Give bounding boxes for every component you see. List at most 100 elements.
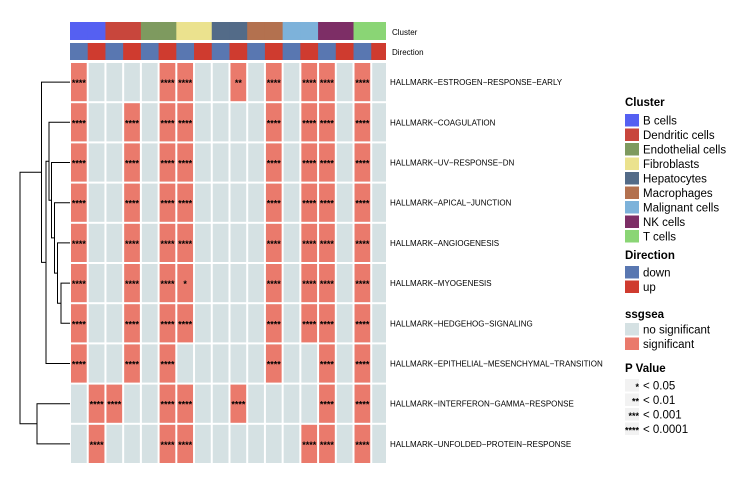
heatmap-cell [159, 344, 176, 383]
heatmap-cell [106, 223, 123, 262]
heatmap-cell [283, 103, 300, 142]
heatmap-cell [283, 304, 300, 343]
significance-star-label: **** [125, 319, 140, 329]
significance-star-label: **** [72, 279, 87, 289]
heatmap-cell [212, 424, 229, 463]
heatmap-cell [319, 264, 335, 303]
legend-cluster-swatch [625, 230, 639, 243]
cluster-annotation-cell [140, 22, 160, 40]
legend-ssgsea-swatch [625, 337, 639, 350]
significance-star-label: **** [231, 400, 246, 410]
legend-pvalue-swatch [625, 379, 639, 392]
heatmap-cell [301, 384, 318, 423]
legend-cluster-label: Hepatocytes [643, 174, 707, 186]
row-label-hallmark-uv-response-dn: HALLMARK−UV−RESPONSE−DN [390, 159, 514, 168]
significance-star-label: **** [267, 78, 282, 88]
heatmap-cell [372, 103, 386, 142]
heatmap-cell [301, 143, 318, 182]
heatmap-cell [354, 223, 371, 262]
heatmap-cell [141, 223, 158, 262]
heatmap-cell [159, 143, 176, 182]
heatmap-cell [195, 264, 211, 303]
cluster-annotation-cell [87, 22, 106, 40]
legend-pvalue-label: < 0.0001 [643, 424, 688, 436]
significance-star-label: **** [320, 440, 335, 450]
heatmap-cell [106, 143, 123, 182]
direction-annotation-cell [335, 43, 355, 60]
heatmap-cell [301, 304, 318, 343]
heatmap-cell [106, 183, 123, 222]
row-label-hallmark-hedgehog-signaling: HALLMARK−HEDGEHOG−SIGNALING [390, 319, 533, 328]
heatmap-cell [283, 183, 300, 222]
legend-cluster-label: Endothelial cells [643, 145, 726, 157]
heatmap-cell [301, 63, 318, 102]
heatmap-cell [177, 264, 194, 303]
heatmap-cell [354, 384, 371, 423]
row-label-hallmark-estrogen-response-early: HALLMARK−ESTROGEN−RESPONSE−EARLY [390, 78, 563, 87]
heatmap-cell [71, 183, 87, 222]
legend-cluster-swatch [625, 186, 639, 199]
legend-cluster-label: Macrophages [643, 188, 713, 200]
legend: Cluster Direction ssgsea P Value B cells… [625, 97, 726, 436]
heatmap-cell [265, 384, 282, 423]
heatmap-cell [212, 344, 229, 383]
cluster-annotation-cell [123, 22, 142, 40]
row-label-hallmark-angiogenesis: HALLMARK−ANGIOGENESIS [390, 239, 499, 248]
significance-star-label: **** [320, 78, 335, 88]
heatmap-cell [319, 183, 335, 222]
heatmap-cell [177, 103, 194, 142]
significance-star-label: **** [267, 319, 282, 329]
significance-star-label: **** [160, 279, 175, 289]
cluster-annotation-cell [176, 22, 195, 40]
significance-star-label: **** [302, 78, 317, 88]
significance-star-label: **** [320, 118, 335, 128]
significance-stars: **** **** **** ** **** **** **** ******** **** **… [72, 78, 370, 450]
legend-cluster-swatch [625, 172, 639, 185]
heatmap-cell [248, 264, 264, 303]
significance-star-label: * [183, 279, 187, 289]
heatmap-cell [71, 344, 87, 383]
significance-star-label: **** [72, 78, 87, 88]
legend-cluster-title: Cluster [625, 97, 665, 109]
heatmap-cell [159, 63, 176, 102]
heatmap-cell [195, 183, 211, 222]
heatmap-cell [106, 384, 123, 423]
heatmap-cell [124, 223, 140, 262]
significance-star-label: **** [267, 279, 282, 289]
cluster-annotation-cell [229, 22, 248, 40]
heatmap-cell [141, 103, 158, 142]
heatmap-cell [124, 344, 140, 383]
row-label-hallmark-unfolded-protein-response: HALLMARK−UNFOLDED−PROTEIN−RESPONSE [390, 440, 571, 449]
heatmap-cell [177, 63, 194, 102]
legend-cluster-label: Fibroblasts [643, 159, 699, 171]
significance-star-label: **** [355, 159, 370, 169]
significance-star-label: **** [178, 199, 193, 209]
heatmap-cell [301, 264, 318, 303]
significance-star-label: **** [355, 199, 370, 209]
heatmap-cell [336, 143, 353, 182]
heatmap-cell [212, 223, 229, 262]
heatmap-cell [124, 63, 140, 102]
significance-star-label: **** [178, 319, 193, 329]
significance-star-label: **** [355, 440, 370, 450]
direction-annotation-cell [176, 43, 195, 60]
significance-star-label: **** [178, 118, 193, 128]
heatmap-cell [265, 143, 282, 182]
heatmap-cell [230, 63, 247, 102]
significance-star-label: **** [320, 400, 335, 410]
heatmap-cell [248, 424, 264, 463]
legend-direction-swatch [625, 280, 639, 293]
significance-star-label: **** [320, 199, 335, 209]
heatmap-cell [372, 63, 386, 102]
direction-annotation-cell [105, 43, 124, 60]
significance-star-label: **** [320, 239, 335, 249]
heatmap-cell [230, 384, 247, 423]
heatmap-cell [106, 344, 123, 383]
cluster-annotation-cell [282, 22, 301, 40]
significance-star-label: **** [72, 199, 87, 209]
heatmap-cell [88, 304, 105, 343]
legend-pvalue-label: < 0.001 [643, 410, 682, 422]
heatmap-cell [159, 223, 176, 262]
dendrogram-branch [36, 403, 70, 445]
heatmap-cell [283, 264, 300, 303]
